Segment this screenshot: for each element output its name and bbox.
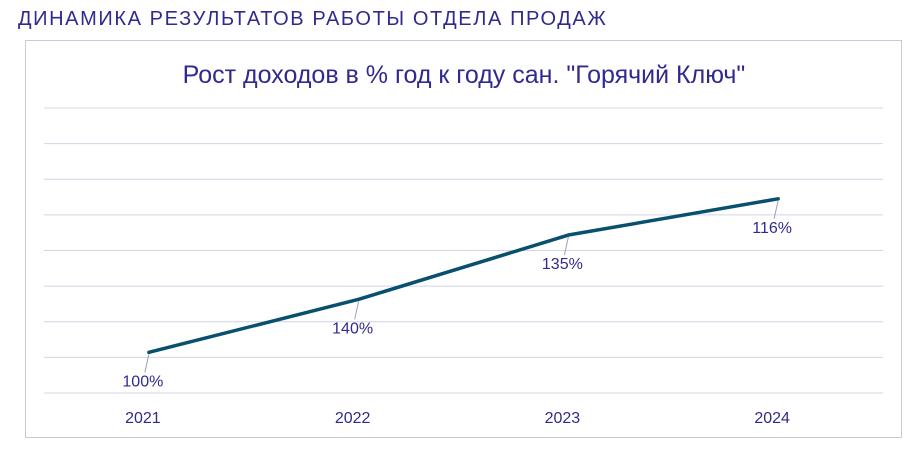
x-axis-tick-labels: 2021 2022 2023 2024 (125, 410, 790, 427)
x-tick-label-2021: 2021 (125, 410, 161, 427)
label-leader-lines (144, 200, 779, 373)
data-labels: 100% 140% 135% 116% (122, 220, 792, 390)
page-heading: ДИНАМИКА РЕЗУЛЬТАТОВ РАБОТЫ ОТДЕЛА ПРОДА… (18, 8, 608, 30)
x-tick-label-2023: 2023 (545, 410, 581, 427)
chart-title: Рост доходов в % год к году сан. "Горячи… (183, 61, 746, 89)
data-label-leader (144, 354, 150, 373)
chart-frame: Рост доходов в % год к году сан. "Горячи… (25, 40, 902, 438)
data-label-leader (563, 236, 569, 256)
data-label-2023: 135% (542, 256, 583, 273)
x-tick-label-2022: 2022 (335, 410, 371, 427)
data-label-2024: 116% (752, 220, 792, 237)
gridlines (44, 107, 883, 394)
x-tick-label-2024: 2024 (754, 410, 790, 427)
series-line (147, 197, 780, 355)
data-label-leader (773, 200, 779, 219)
data-label-2021: 100% (122, 373, 163, 390)
data-label-leader (354, 301, 360, 320)
data-label-2022: 140% (332, 320, 373, 337)
line-chart: Рост доходов в % год к году сан. "Горячи… (44, 61, 883, 427)
series-line-group (147, 197, 780, 355)
